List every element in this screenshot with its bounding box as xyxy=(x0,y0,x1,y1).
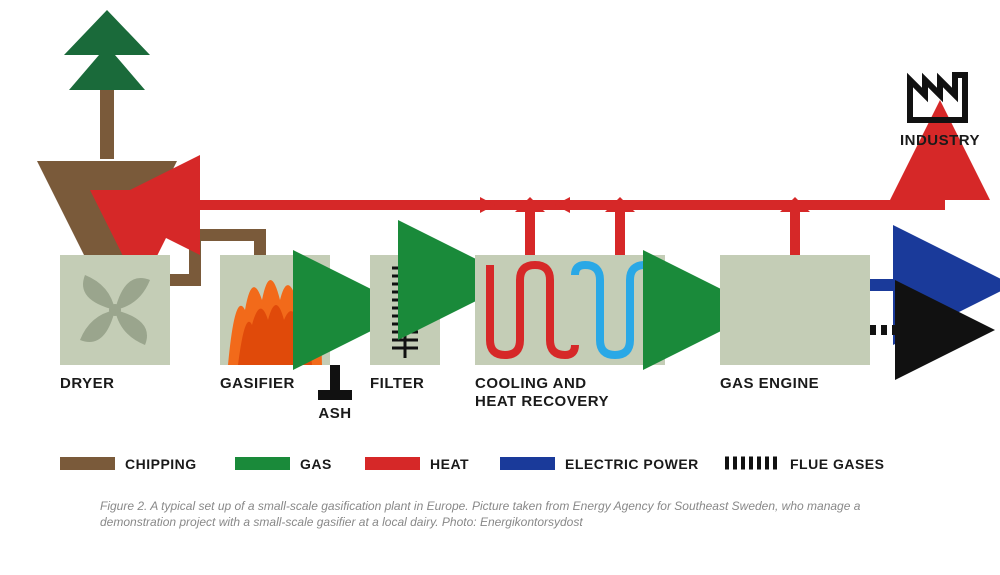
legend-heat: HEAT xyxy=(430,456,469,472)
engine-label: GAS ENGINE xyxy=(720,375,819,392)
industry-icon xyxy=(910,75,965,120)
node-dryer xyxy=(60,255,170,365)
node-filter xyxy=(370,255,440,365)
ash-label: ASH xyxy=(318,405,351,422)
cooling-label-1: COOLING AND xyxy=(475,375,587,392)
caption-line-1: Figure 2. A typical set up of a small-sc… xyxy=(100,499,861,513)
legend-gas: GAS xyxy=(300,456,332,472)
caption-line-2: demonstration project with a small-scale… xyxy=(100,515,583,529)
cooling-label-2: HEAT RECOVERY xyxy=(475,393,609,410)
legend: CHIPPING GAS HEAT ELECTRIC POWER FLUE GA… xyxy=(60,456,884,472)
flow-diagram: INDUSTRY DRYER GASIFIER ASH FILTER COOLI… xyxy=(0,0,1000,575)
gasifier-label: GASIFIER xyxy=(220,375,295,392)
filter-label: FILTER xyxy=(370,375,424,392)
ash-tee xyxy=(318,365,352,395)
node-cooling xyxy=(475,255,665,365)
dryer-label: DRYER xyxy=(60,375,114,392)
node-gasifier xyxy=(220,255,330,365)
diagram-container: INDUSTRY DRYER GASIFIER ASH FILTER COOLI… xyxy=(0,0,1000,575)
node-engine xyxy=(720,255,870,365)
legend-chipping: CHIPPING xyxy=(125,456,197,472)
legend-flue: FLUE GASES xyxy=(790,456,884,472)
industry-label: INDUSTRY xyxy=(900,132,980,149)
legend-electric: ELECTRIC POWER xyxy=(565,456,699,472)
tree-icon xyxy=(64,10,150,115)
